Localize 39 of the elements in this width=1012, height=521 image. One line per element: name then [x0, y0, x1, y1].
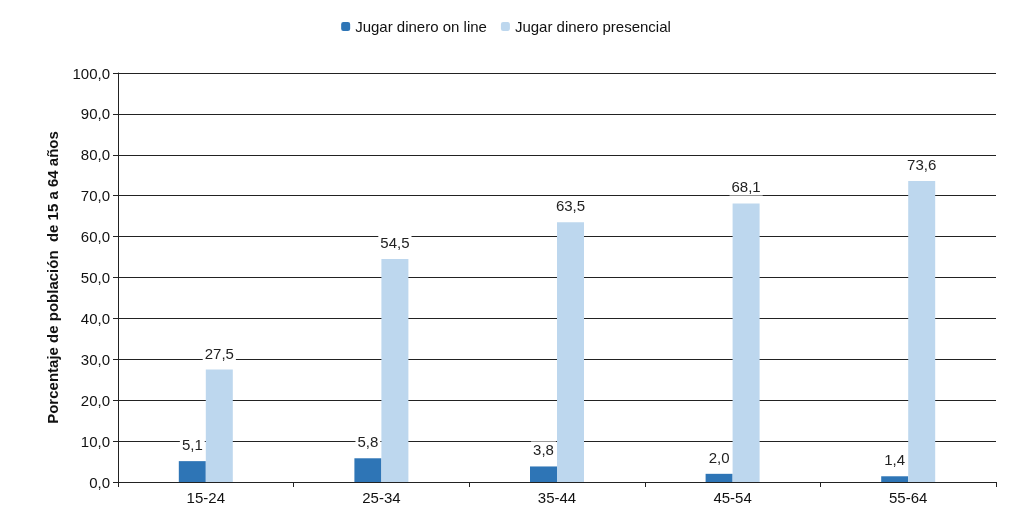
x-tick-label: 25-34 [362, 489, 401, 506]
bar [557, 222, 584, 482]
bar [705, 473, 733, 482]
data-label: 27,5 [204, 344, 234, 362]
bar [205, 369, 233, 482]
y-tick-label: 70,0 [80, 187, 110, 205]
x-tick-label: 15-24 [186, 489, 225, 506]
y-tick-label: 90,0 [80, 105, 110, 123]
y-axis-title: Porcentaje de población de 15 a 64 años [44, 131, 61, 424]
data-label: 1,4 [884, 451, 906, 469]
x-tick-label: 45-54 [713, 489, 752, 506]
x-tick-label: 35-44 [537, 489, 577, 506]
data-label: 54,5 [380, 234, 410, 252]
y-tick-label: 40,0 [80, 309, 110, 327]
data-label: 3,8 [533, 441, 554, 459]
y-tick-label: 0,0 [89, 473, 110, 491]
y-tick-label: 100,0 [72, 64, 110, 82]
y-tick-label: 10,0 [80, 432, 110, 450]
x-tick-label: 55-64 [889, 489, 928, 506]
y-tick-label: 50,0 [80, 269, 110, 286]
y-tick-label: 20,0 [80, 391, 110, 409]
legend-label: Jugar dinero presencial [514, 18, 671, 35]
data-label: 73,6 [907, 155, 937, 173]
bar [908, 180, 936, 482]
data-label: 5,1 [181, 436, 203, 454]
bar [881, 476, 909, 482]
y-tick-label: 80,0 [80, 146, 110, 164]
bar [354, 458, 382, 482]
legend-label: Jugar dinero on line [355, 18, 487, 35]
data-label: 5,8 [357, 433, 379, 451]
y-tick-label: 30,0 [80, 350, 110, 368]
y-tick-label: 60,0 [80, 228, 110, 246]
bar [381, 259, 409, 482]
data-label: 63,5 [555, 197, 586, 215]
data-label: 2,0 [708, 448, 730, 466]
bar [732, 203, 760, 482]
bar [530, 466, 557, 482]
bar [178, 461, 206, 482]
data-label: 68,1 [731, 178, 761, 196]
